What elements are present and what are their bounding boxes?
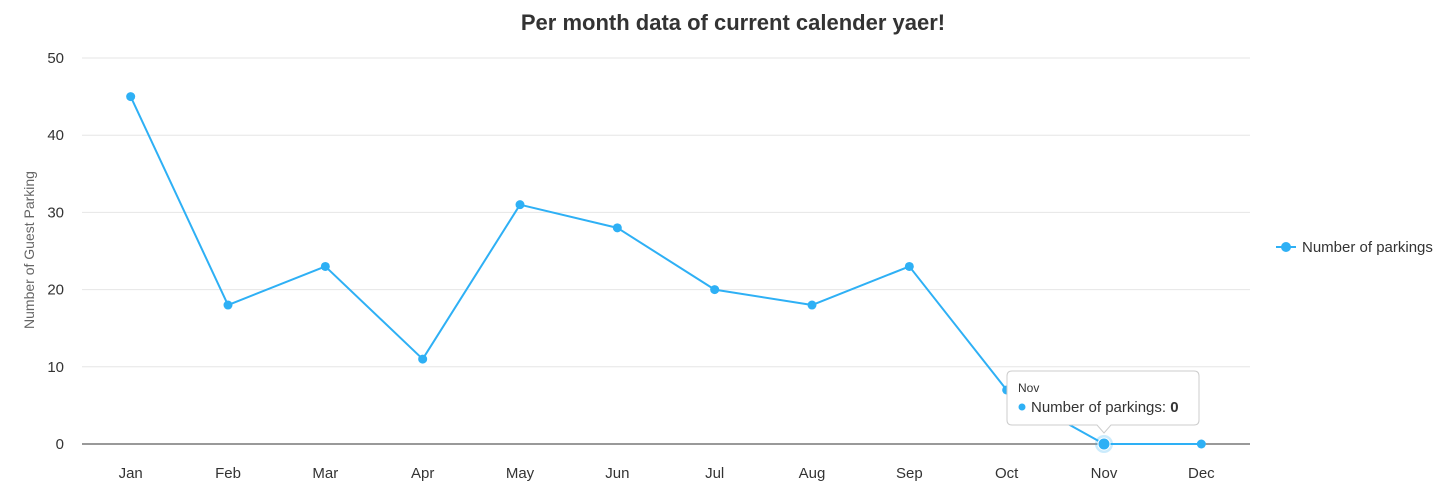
data-point-jan[interactable] bbox=[126, 92, 136, 102]
data-point-nov[interactable] bbox=[1097, 437, 1111, 451]
x-tick-label-apr: Apr bbox=[411, 465, 434, 482]
x-tick-label-dec: Dec bbox=[1188, 465, 1215, 482]
tooltip-series-marker bbox=[1018, 403, 1026, 411]
chart-title: Per month data of current calender yaer! bbox=[521, 10, 945, 35]
x-tick-label-jan: Jan bbox=[119, 465, 143, 482]
y-tick-label-50: 50 bbox=[47, 50, 64, 67]
x-tick-label-feb: Feb bbox=[215, 465, 241, 482]
tooltip-series-label: Number of parkings: bbox=[1031, 399, 1170, 416]
y-axis-ticks: 0 10 20 30 40 50 bbox=[47, 50, 64, 453]
tooltip-value: 0 bbox=[1170, 399, 1178, 416]
x-tick-label-sep: Sep bbox=[896, 465, 923, 482]
tooltip-text: Number of parkings: 0 bbox=[1031, 399, 1179, 416]
data-point-sep[interactable] bbox=[904, 261, 914, 271]
legend[interactable]: Number of parkings bbox=[1276, 239, 1433, 256]
data-point-jun[interactable] bbox=[612, 223, 622, 233]
legend-item-number-of-parkings[interactable]: Number of parkings bbox=[1302, 239, 1433, 256]
x-tick-label-aug: Aug bbox=[799, 465, 826, 482]
y-tick-label-10: 10 bbox=[47, 359, 64, 376]
x-tick-label-jun: Jun bbox=[605, 465, 629, 482]
y-axis-label: Number of Guest Parking bbox=[21, 171, 37, 329]
data-point-aug[interactable] bbox=[807, 300, 817, 310]
tooltip: Nov Number of parkings: 0 bbox=[1006, 370, 1200, 434]
x-tick-label-may: May bbox=[506, 465, 535, 482]
x-tick-label-nov: Nov bbox=[1091, 465, 1118, 482]
x-tick-label-mar: Mar bbox=[312, 465, 338, 482]
y-tick-label-40: 40 bbox=[47, 127, 64, 144]
data-point-may[interactable] bbox=[515, 200, 525, 210]
x-tick-label-jul: Jul bbox=[705, 465, 724, 482]
tooltip-box bbox=[1006, 370, 1200, 434]
data-point-jul[interactable] bbox=[710, 285, 720, 295]
x-axis-ticks: Jan Feb Mar Apr May Jun Jul Aug Sep Oct Nov Dec bbox=[119, 465, 1216, 482]
legend-marker bbox=[1281, 242, 1291, 252]
y-tick-label-20: 20 bbox=[47, 282, 64, 299]
x-tick-label-oct: Oct bbox=[995, 465, 1019, 482]
y-tick-label-30: 30 bbox=[47, 204, 64, 221]
data-point-apr[interactable] bbox=[418, 354, 428, 364]
data-point-dec[interactable] bbox=[1196, 439, 1206, 449]
tooltip-category: Nov bbox=[1018, 381, 1039, 395]
data-point-mar[interactable] bbox=[320, 261, 330, 271]
gridlines bbox=[82, 57, 1250, 368]
data-point-feb[interactable] bbox=[223, 300, 233, 310]
y-tick-label-0: 0 bbox=[56, 436, 64, 453]
